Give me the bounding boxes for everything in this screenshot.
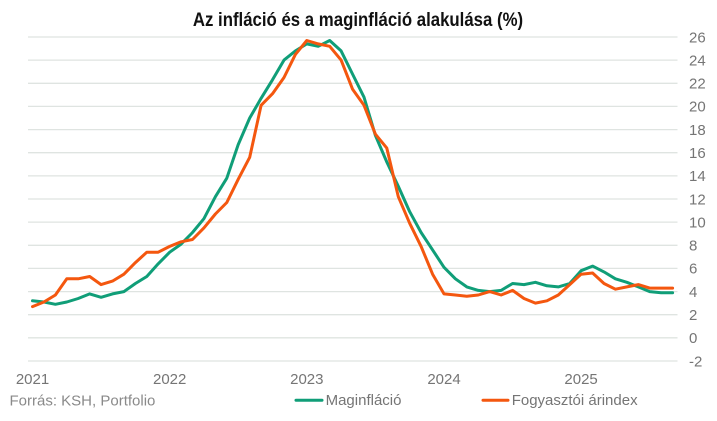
svg-text:2024: 2024 [427, 371, 460, 388]
svg-text:2022: 2022 [153, 371, 186, 388]
svg-text:20: 20 [689, 99, 706, 116]
svg-text:2021: 2021 [16, 371, 49, 388]
svg-text:Az infláció és a maginfláció a: Az infláció és a maginfláció alakulása (… [193, 9, 523, 30]
svg-text:18: 18 [689, 122, 706, 139]
svg-text:2023: 2023 [290, 371, 323, 388]
svg-text:2025: 2025 [564, 371, 597, 388]
svg-text:Maginfláció: Maginfláció [326, 392, 402, 409]
svg-text:Forrás: KSH, Portfolio: Forrás: KSH, Portfolio [10, 393, 156, 410]
svg-text:0: 0 [689, 330, 697, 347]
svg-text:4: 4 [689, 284, 697, 301]
svg-text:8: 8 [689, 238, 697, 255]
svg-text:2: 2 [689, 307, 697, 324]
svg-text:Fogyasztói árindex: Fogyasztói árindex [512, 392, 638, 409]
svg-text:10: 10 [689, 214, 706, 231]
svg-text:6: 6 [689, 261, 697, 278]
svg-text:-2: -2 [689, 353, 702, 370]
svg-text:24: 24 [689, 52, 706, 69]
svg-text:16: 16 [689, 145, 706, 162]
svg-text:14: 14 [689, 168, 706, 185]
svg-text:26: 26 [689, 29, 706, 46]
svg-text:22: 22 [689, 76, 706, 93]
svg-text:12: 12 [689, 191, 706, 208]
